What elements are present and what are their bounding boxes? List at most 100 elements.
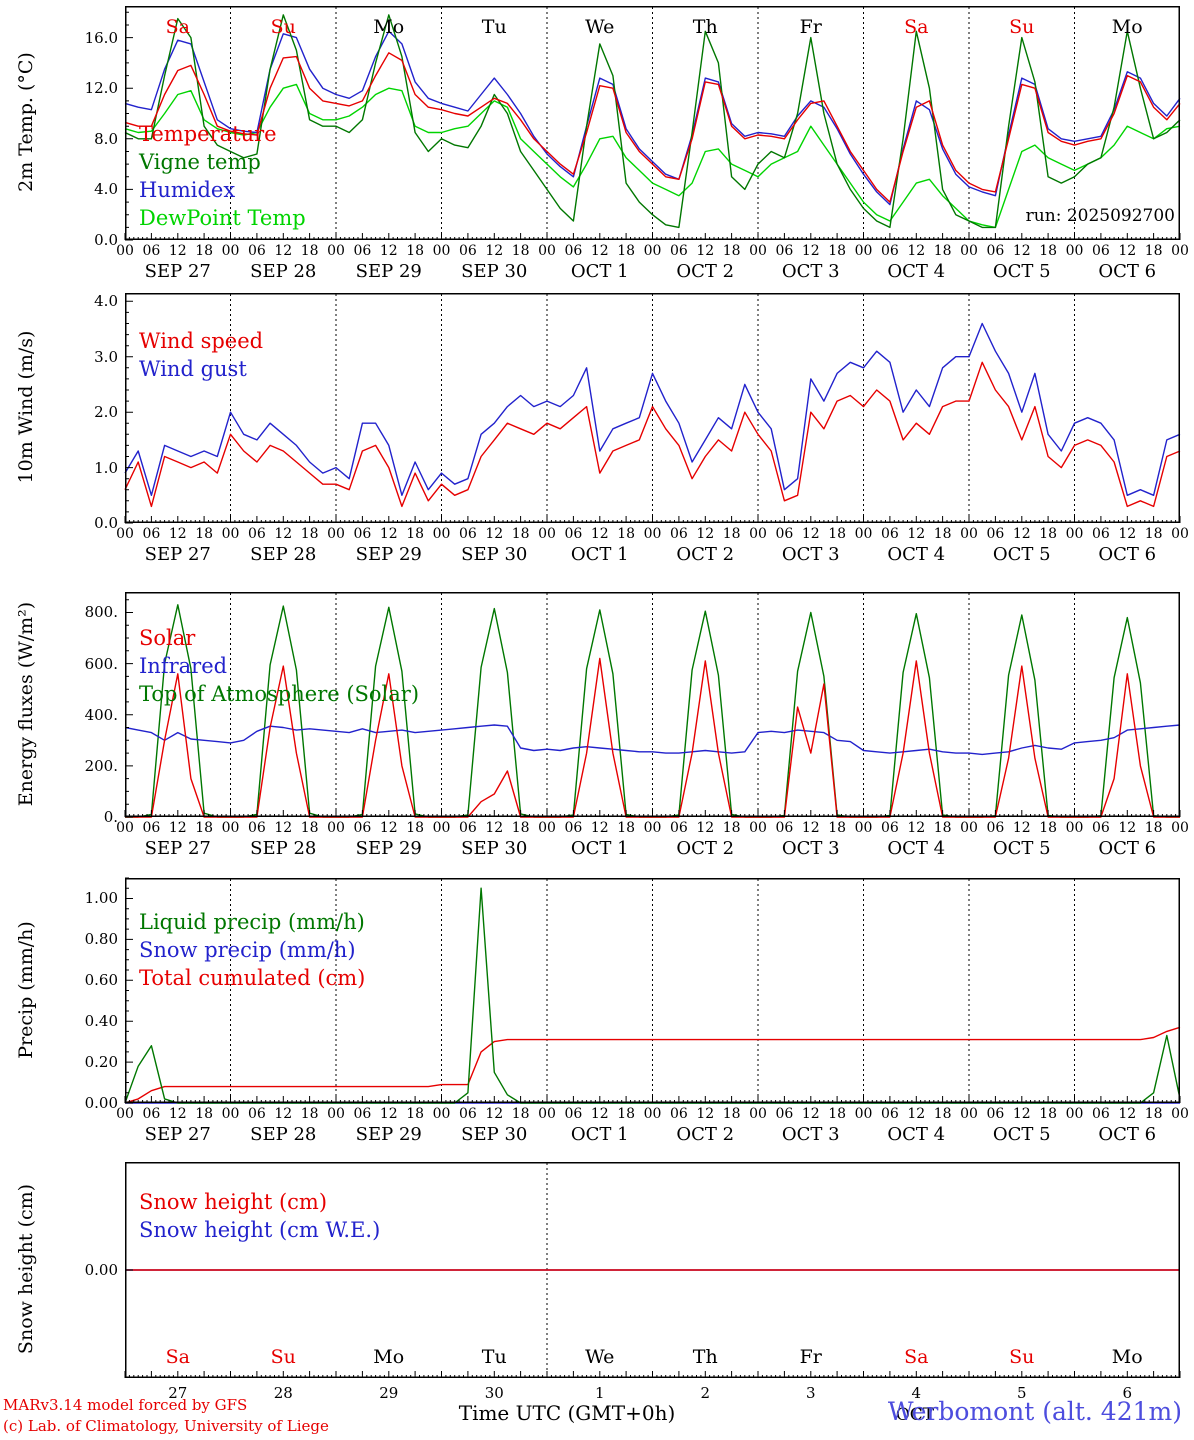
hour-tick-label: 12 xyxy=(1118,1106,1137,1122)
hour-tick-label: 18 xyxy=(406,1106,425,1122)
hour-tick-label: 00 xyxy=(1065,1106,1084,1122)
hour-tick-label: 18 xyxy=(1144,526,1163,542)
date-label: SEP 29 xyxy=(355,544,422,565)
hour-tick-label: 00 xyxy=(538,243,556,259)
y-tick-label: 400. xyxy=(84,705,118,724)
hour-tick-label: 18 xyxy=(722,526,741,542)
day-name-label: Mo xyxy=(373,1346,405,1368)
hour-tick-label: 06 xyxy=(458,243,477,259)
hour-tick-label: 00 xyxy=(116,1106,134,1122)
hour-tick-label: 00 xyxy=(116,526,134,542)
day-name-label: Su xyxy=(1009,1346,1035,1368)
hour-tick-label: 12 xyxy=(696,243,715,259)
date-label: SEP 30 xyxy=(461,261,528,282)
snow-panel-plot xyxy=(124,1162,1181,1378)
date-label: OCT 2 xyxy=(676,261,735,282)
y-tick-label: 4.0 xyxy=(94,180,118,199)
day-number-label: 4 xyxy=(911,1384,922,1402)
hour-tick-label: 00 xyxy=(432,1106,451,1122)
hour-tick-label: 00 xyxy=(538,1106,556,1122)
day-number-label: 3 xyxy=(805,1384,816,1402)
hour-tick-label: 12 xyxy=(1118,243,1137,259)
hour-tick-label: 06 xyxy=(775,1106,794,1122)
day-number-label: 6 xyxy=(1122,1384,1133,1402)
hour-tick-label: 18 xyxy=(1039,820,1058,836)
date-label: OCT 5 xyxy=(992,544,1051,565)
hour-tick-label: 18 xyxy=(195,526,214,542)
hour-tick-label: 00 xyxy=(1065,526,1084,542)
day-name-label: Mo xyxy=(1111,16,1143,38)
temperature-legend: Temperature xyxy=(139,122,277,146)
hour-tick-label: 18 xyxy=(1039,243,1058,259)
hour-tick-label: 12 xyxy=(1012,526,1031,542)
hour-tick-label: 00 xyxy=(854,243,873,259)
day-number-label: 1 xyxy=(594,1384,605,1402)
hour-tick-label: 00 xyxy=(643,243,662,259)
hour-tick-label: 00 xyxy=(643,1106,662,1122)
vigne-temp-line xyxy=(124,14,1181,229)
y-tick-label: 1.0 xyxy=(94,458,118,477)
hour-tick-label: 18 xyxy=(1039,1106,1058,1122)
hour-tick-label: 06 xyxy=(247,820,266,836)
hour-tick-label: 12 xyxy=(801,526,820,542)
hour-tick-label: 18 xyxy=(933,820,952,836)
hour-tick-label: 18 xyxy=(195,1106,214,1122)
y-tick-label: 200. xyxy=(84,756,118,775)
hour-tick-label: 18 xyxy=(828,820,847,836)
hour-tick-label: 12 xyxy=(379,820,398,836)
hour-tick-label: 06 xyxy=(564,820,583,836)
lab-credit: (c) Lab. of Climatology, University of L… xyxy=(3,1417,329,1435)
model-credit: MARv3.14 model forced by GFS xyxy=(3,1396,248,1414)
date-label: OCT 3 xyxy=(781,838,840,859)
hour-tick-label: 00 xyxy=(221,1106,240,1122)
date-label: OCT 2 xyxy=(676,1124,735,1145)
y-tick-label: 0.0 xyxy=(94,231,118,249)
hour-tick-label: 06 xyxy=(880,820,899,836)
hour-tick-label: 18 xyxy=(511,243,530,259)
hour-tick-label: 18 xyxy=(828,243,847,259)
y-tick-label: 0.00 xyxy=(84,1261,118,1279)
date-label: OCT 1 xyxy=(570,544,629,565)
hour-tick-label: 18 xyxy=(933,243,952,259)
hour-tick-label: 06 xyxy=(880,243,899,259)
hour-tick-label: 06 xyxy=(142,243,161,259)
hour-tick-label: 12 xyxy=(696,1106,715,1122)
hour-tick-label: 18 xyxy=(617,820,636,836)
day-number-label: 27 xyxy=(168,1384,188,1402)
hour-tick-label: 12 xyxy=(168,820,187,836)
hour-tick-label: 12 xyxy=(274,526,293,542)
y-tick-label: 8.0 xyxy=(94,129,118,148)
hour-tick-label: 12 xyxy=(379,1106,398,1122)
hour-tick-label: 00 xyxy=(327,1106,345,1122)
plot-frame xyxy=(125,592,1180,817)
hour-tick-label: 18 xyxy=(406,526,425,542)
day-name-label: Sa xyxy=(165,16,190,38)
y-tick-label: 0.40 xyxy=(84,1012,118,1031)
date-label: OCT 2 xyxy=(676,838,735,859)
hour-tick-label: 12 xyxy=(907,820,926,836)
y-tick-label: 0.60 xyxy=(84,971,118,990)
hour-tick-label: 00 xyxy=(643,526,662,542)
day-name-label: Fr xyxy=(799,16,822,38)
hour-tick-label: 12 xyxy=(590,1106,609,1122)
hour-tick-label: 06 xyxy=(458,1106,477,1122)
hour-tick-label: 12 xyxy=(168,1106,187,1122)
date-label: SEP 30 xyxy=(461,544,528,565)
date-label: OCT 1 xyxy=(570,1124,629,1145)
date-label: OCT 5 xyxy=(992,261,1051,282)
y-tick-label: 800. xyxy=(84,603,118,622)
hour-tick-label: 06 xyxy=(458,820,477,836)
hour-tick-label: 18 xyxy=(511,526,530,542)
hour-tick-label: 06 xyxy=(142,526,161,542)
hour-tick-label: 00 xyxy=(1171,1106,1189,1122)
hour-tick-label: 00 xyxy=(854,1106,873,1122)
hour-tick-label: 06 xyxy=(669,820,688,836)
day-name-label: We xyxy=(585,16,615,38)
hour-tick-label: 12 xyxy=(485,820,504,836)
hour-tick-label: 12 xyxy=(379,243,398,259)
hour-tick-label: 00 xyxy=(221,243,240,259)
hour-tick-label: 00 xyxy=(327,526,345,542)
day-name-label: Th xyxy=(692,16,718,38)
hour-tick-label: 18 xyxy=(511,1106,530,1122)
day-number-label: 2 xyxy=(700,1384,711,1402)
